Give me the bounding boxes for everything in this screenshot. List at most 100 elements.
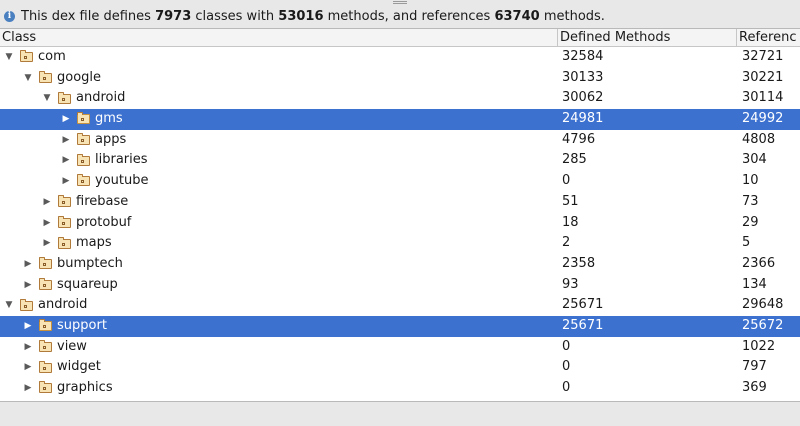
table-row[interactable]: ▶ apps 4796 4808 [0, 130, 800, 151]
triangle-down-icon[interactable]: ▼ [5, 52, 13, 62]
tree-cell: ▶ protobuf [0, 213, 595, 234]
tree-cell: ▶ firebase [0, 192, 595, 213]
defined-methods-value: 2358 [562, 255, 596, 271]
triangle-right-icon[interactable]: ▶ [62, 114, 70, 125]
table-row[interactable]: ▶ gms 24981 24992 [0, 109, 800, 130]
table-row[interactable]: ▶ libraries 285 304 [0, 150, 800, 171]
column-header-defined-methods[interactable]: Defined Methods [557, 29, 737, 46]
table-row[interactable]: ▼ com 32584 32721 [0, 47, 800, 68]
referenced-methods-value: 32721 [742, 49, 784, 64]
table-row[interactable]: ▶ youtube 0 10 [0, 171, 800, 192]
table-row[interactable]: ▼ google 30133 30221 [0, 68, 800, 89]
method-count-tree-table[interactable]: Class Defined Methods Referenc ▼ com 32584… [0, 28, 800, 402]
table-row[interactable]: ▼ android 25671 29648 [0, 295, 800, 316]
triangle-right-icon[interactable]: ▶ [62, 176, 70, 187]
folder-icon [39, 360, 52, 373]
triangle-right-icon[interactable]: ▶ [43, 217, 51, 228]
table-row[interactable]: ▶ maps 2 5 [0, 233, 800, 254]
tree-cell: ▶ maps [0, 233, 595, 254]
package-name: android [38, 297, 88, 313]
triangle-right-icon[interactable]: ▶ [24, 362, 32, 373]
folder-icon [39, 71, 52, 84]
table-row[interactable]: ▶ graphics 0 369 [0, 378, 800, 399]
info-bar: i This dex file defines 7973 classes wit… [0, 6, 800, 27]
folder-icon [58, 195, 71, 208]
folder-icon [39, 257, 52, 270]
defined-methods-value: 25671 [562, 317, 604, 333]
folder-icon [77, 174, 90, 187]
triangle-right-icon[interactable]: ▶ [24, 383, 32, 393]
package-name: android [76, 90, 126, 106]
table-row[interactable]: ▶ widget 0 797 [0, 357, 800, 378]
referenced-methods-value: 10 [742, 173, 759, 189]
referenced-methods-value: 1022 [742, 338, 776, 354]
tree-cell: ▶ support [0, 316, 576, 337]
folder-icon [20, 50, 33, 63]
defined-methods-value: 0 [562, 380, 571, 395]
package-name: com [38, 49, 66, 64]
defined-methods-value: 30062 [562, 90, 604, 106]
defined-methods-value: 32584 [562, 49, 604, 64]
package-name: google [57, 69, 102, 85]
triangle-right-icon[interactable]: ▶ [62, 134, 70, 145]
triangle-right-icon[interactable]: ▶ [24, 279, 32, 290]
column-header-referenced-methods[interactable]: Referenc [736, 29, 800, 46]
table-row[interactable]: ▶ squareup 93 134 [0, 275, 800, 296]
table-body: ▼ com 32584 32721 ▼ google 30133 30221 ▼ android 3… [0, 47, 800, 399]
defined-methods-value: 285 [562, 152, 587, 168]
tree-cell: ▶ graphics [0, 378, 576, 399]
package-name: support [57, 317, 107, 333]
table-row[interactable]: ▶ protobuf 18 29 [0, 213, 800, 234]
table-header: Class Defined Methods Referenc [0, 29, 800, 47]
resize-grip[interactable] [393, 0, 407, 6]
triangle-right-icon[interactable]: ▶ [24, 320, 32, 331]
tree-cell: ▶ gms [0, 109, 614, 130]
folder-icon [39, 381, 52, 394]
package-name: protobuf [76, 214, 132, 230]
triangle-down-icon[interactable]: ▼ [43, 93, 51, 104]
triangle-right-icon[interactable]: ▶ [24, 341, 32, 352]
defined-methods-value: 0 [562, 359, 571, 375]
column-header-class[interactable]: Class [2, 30, 37, 45]
folder-icon [77, 112, 90, 125]
tree-cell: ▼ google [0, 68, 576, 89]
package-name: apps [95, 131, 127, 147]
table-row[interactable]: ▶ firebase 51 73 [0, 192, 800, 213]
triangle-down-icon[interactable]: ▼ [5, 300, 13, 311]
tree-cell: ▶ widget [0, 357, 576, 378]
triangle-right-icon[interactable]: ▶ [62, 155, 70, 166]
folder-icon [58, 91, 71, 104]
table-row[interactable]: ▶ view 0 1022 [0, 337, 800, 358]
tree-cell: ▼ com [0, 47, 557, 68]
defined-methods-value: 2 [562, 235, 571, 251]
info-icon: i [4, 11, 15, 22]
referenced-methods-value: 369 [742, 380, 767, 395]
package-name: firebase [76, 193, 129, 209]
referenced-methods-value: 134 [742, 276, 767, 292]
tree-cell: ▶ bumptech [0, 254, 576, 275]
table-row[interactable]: ▶ support 25671 25672 [0, 315, 800, 337]
folder-icon [77, 133, 90, 146]
referenced-methods-value: 30114 [742, 90, 784, 106]
defined-methods-value: 0 [562, 173, 571, 189]
referenced-methods-value: 797 [742, 359, 767, 375]
folder-icon [77, 153, 90, 166]
package-name: widget [57, 359, 101, 375]
triangle-right-icon[interactable]: ▶ [43, 196, 51, 207]
referenced-methods-value: 304 [742, 152, 767, 168]
defined-methods-value: 0 [562, 338, 571, 354]
tree-cell: ▶ view [0, 337, 576, 358]
package-name: maps [76, 235, 112, 251]
triangle-right-icon[interactable]: ▶ [24, 258, 32, 269]
table-row[interactable]: ▼ android 30062 30114 [0, 88, 800, 109]
package-name: squareup [57, 276, 118, 292]
triangle-down-icon[interactable]: ▼ [24, 72, 32, 83]
referenced-methods-value: 29648 [742, 297, 784, 313]
referenced-methods-value: 30221 [742, 69, 784, 85]
referenced-methods-value: 25672 [742, 317, 784, 333]
table-row[interactable]: ▶ bumptech 2358 2366 [0, 254, 800, 275]
tree-cell: ▼ android [0, 295, 557, 316]
package-name: bumptech [57, 255, 123, 271]
triangle-right-icon[interactable]: ▶ [43, 238, 51, 249]
folder-icon [39, 277, 52, 290]
